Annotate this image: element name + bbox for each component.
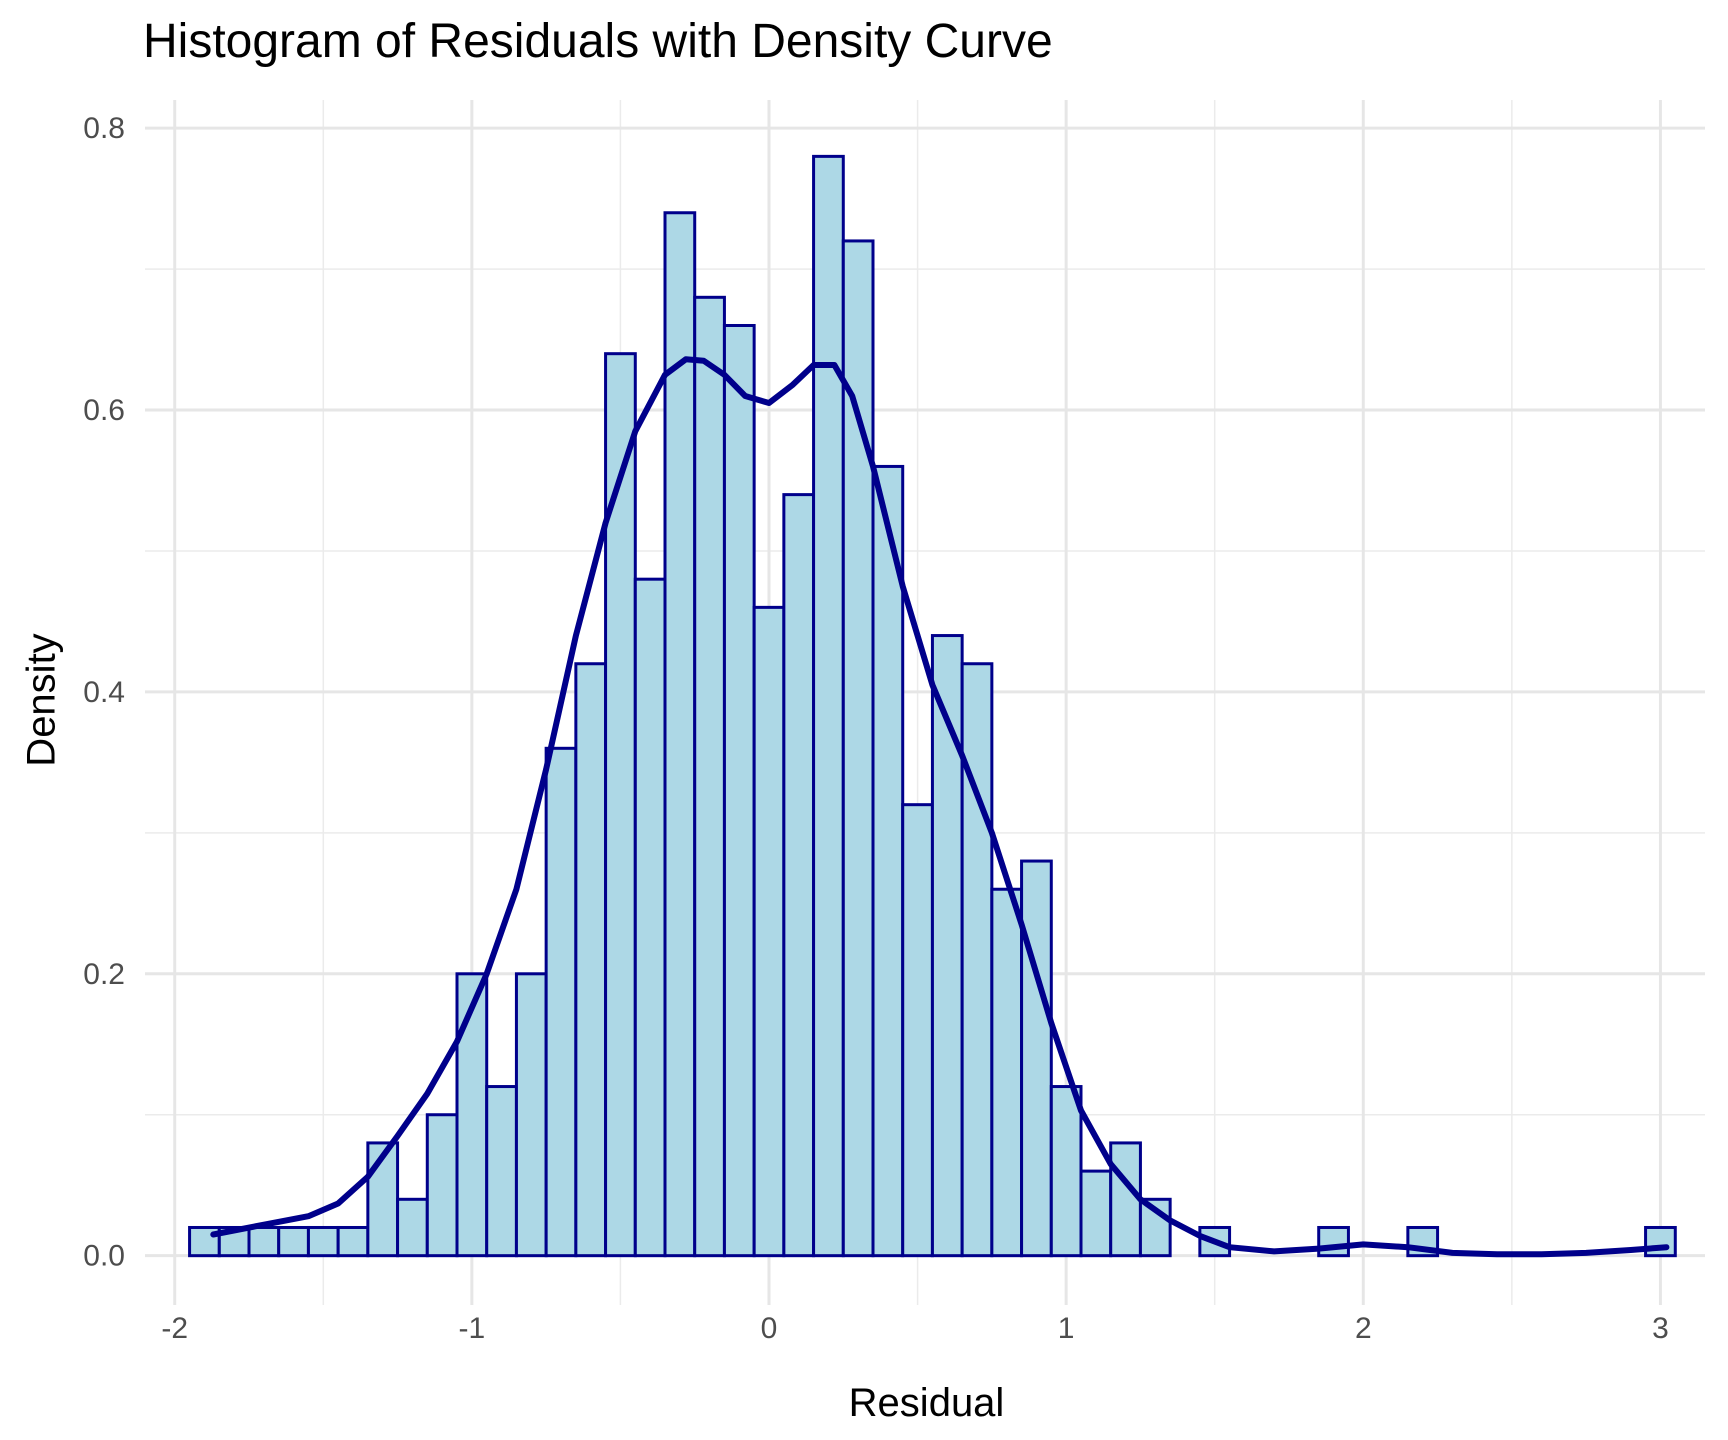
y-axis-label: Density [19,633,64,767]
histogram-bar [485,1085,518,1258]
x-tick-label: 2 [1355,1312,1372,1345]
density-curve [210,356,1670,1258]
chart-title: Histogram of Residuals with Density Curv… [143,15,1053,68]
histogram-bar [1079,1169,1113,1258]
density-curve-layer [210,356,1670,1258]
histogram-bar [277,1225,310,1258]
histogram-bar [901,803,934,1258]
histogram-bar [990,887,1024,1258]
x-tick-label: 3 [1652,1312,1669,1345]
histogram-bar [1317,1225,1350,1258]
y-tick-label: 0.6 [83,394,125,427]
histogram-bar [1049,1085,1083,1258]
histogram-bar [1109,1141,1142,1258]
x-tick-label: -2 [161,1312,188,1345]
histogram-bar [841,239,875,1258]
histogram-bar [633,577,667,1258]
y-tick-label: 0.4 [83,676,125,709]
histogram-bar [604,352,637,1258]
histogram-bar [812,154,845,1258]
x-tick-label: 1 [1058,1312,1075,1345]
x-axis-label: Residual [848,1381,1005,1425]
histogram-bar [574,662,608,1258]
y-tick-label: 0.8 [83,112,125,145]
histogram-bar [366,1141,400,1258]
histogram-bar [425,1113,459,1258]
histogram-bar [930,634,964,1258]
histogram-bar [544,746,578,1258]
histogram-bar [722,323,756,1258]
histogram-bar [396,1197,429,1258]
histogram-bar [782,493,816,1258]
histogram-bar [247,1225,281,1258]
histogram-bar [455,972,489,1258]
histogram-bar [871,464,905,1258]
y-tick-label: 0.2 [83,958,125,991]
histogram-bar [752,605,786,1258]
x-axis-ticks: -2 -1 0 1 2 3 [161,1312,1668,1345]
histogram-bar [514,972,548,1258]
y-axis-ticks: 0.0 0.2 0.4 0.6 0.8 [83,112,125,1272]
histogram-bars [188,154,1677,1258]
histogram-bar [1644,1225,1677,1258]
histogram-bar [663,211,697,1258]
histogram-bar [306,1225,340,1258]
y-tick-label: 0.0 [83,1240,125,1273]
histogram-bar [960,662,994,1258]
x-tick-label: -1 [459,1312,486,1345]
histogram-bar [336,1225,370,1258]
histogram-bar [693,295,726,1258]
x-tick-label: 0 [761,1312,778,1345]
histogram-bar [1020,859,1053,1258]
